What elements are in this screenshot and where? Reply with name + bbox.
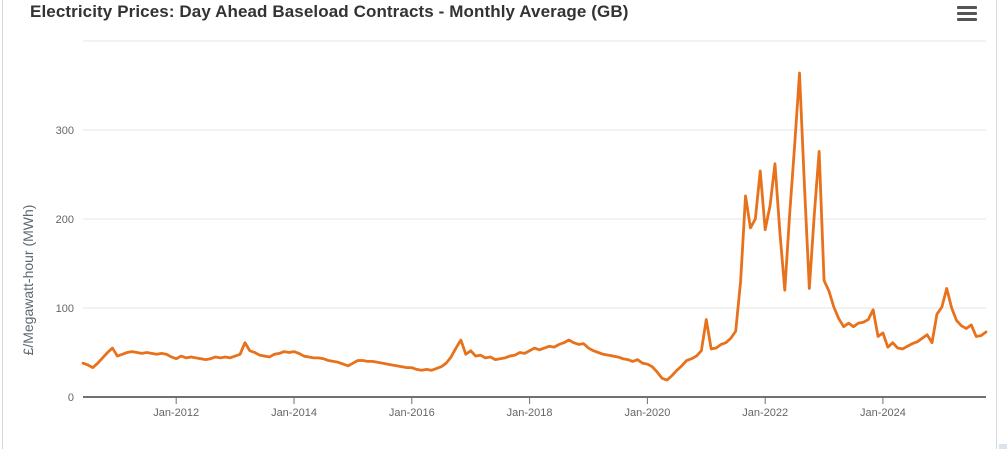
y-axis-tick-label: 300 — [56, 125, 74, 137]
y-axis-title: £/Megawatt-hour (MWh) — [20, 205, 36, 356]
x-axis-tick-label: Jan-2014 — [271, 407, 317, 419]
x-axis-tick-label: Jan-2024 — [860, 407, 906, 419]
x-axis-tick-label: Jan-2016 — [389, 407, 435, 419]
chart-title: Electricity Prices: Day Ahead Baseload C… — [30, 2, 629, 21]
x-axis-tick-label: Jan-2020 — [624, 407, 670, 419]
x-axis-tick-label: Jan-2022 — [742, 407, 788, 419]
axes — [83, 396, 986, 404]
price-series-line — [81, 71, 988, 382]
chart-context-menu-button[interactable] — [953, 3, 981, 27]
y-axis-tick-label: 0 — [68, 392, 74, 404]
card-right-border — [996, 0, 997, 449]
x-axis-tick-label: Jan-2018 — [507, 407, 553, 419]
gridlines — [83, 40, 986, 309]
hamburger-bar — [957, 18, 977, 21]
hamburger-bar — [957, 12, 977, 15]
series — [81, 71, 988, 382]
x-axis-tick-label: Jan-2012 — [153, 407, 199, 419]
y-axis-tick-label: 100 — [56, 303, 74, 315]
scroll-corner — [999, 444, 1007, 449]
card-left-border — [2, 0, 3, 449]
y-axis-tick-label: 200 — [56, 214, 74, 226]
hamburger-bar — [957, 6, 977, 9]
axis-labels: 0 100 200 300 Jan-2012 Jan-2014 Jan-2016 Jan-20… — [56, 125, 906, 419]
hamburger-menu-icon — [956, 6, 978, 21]
